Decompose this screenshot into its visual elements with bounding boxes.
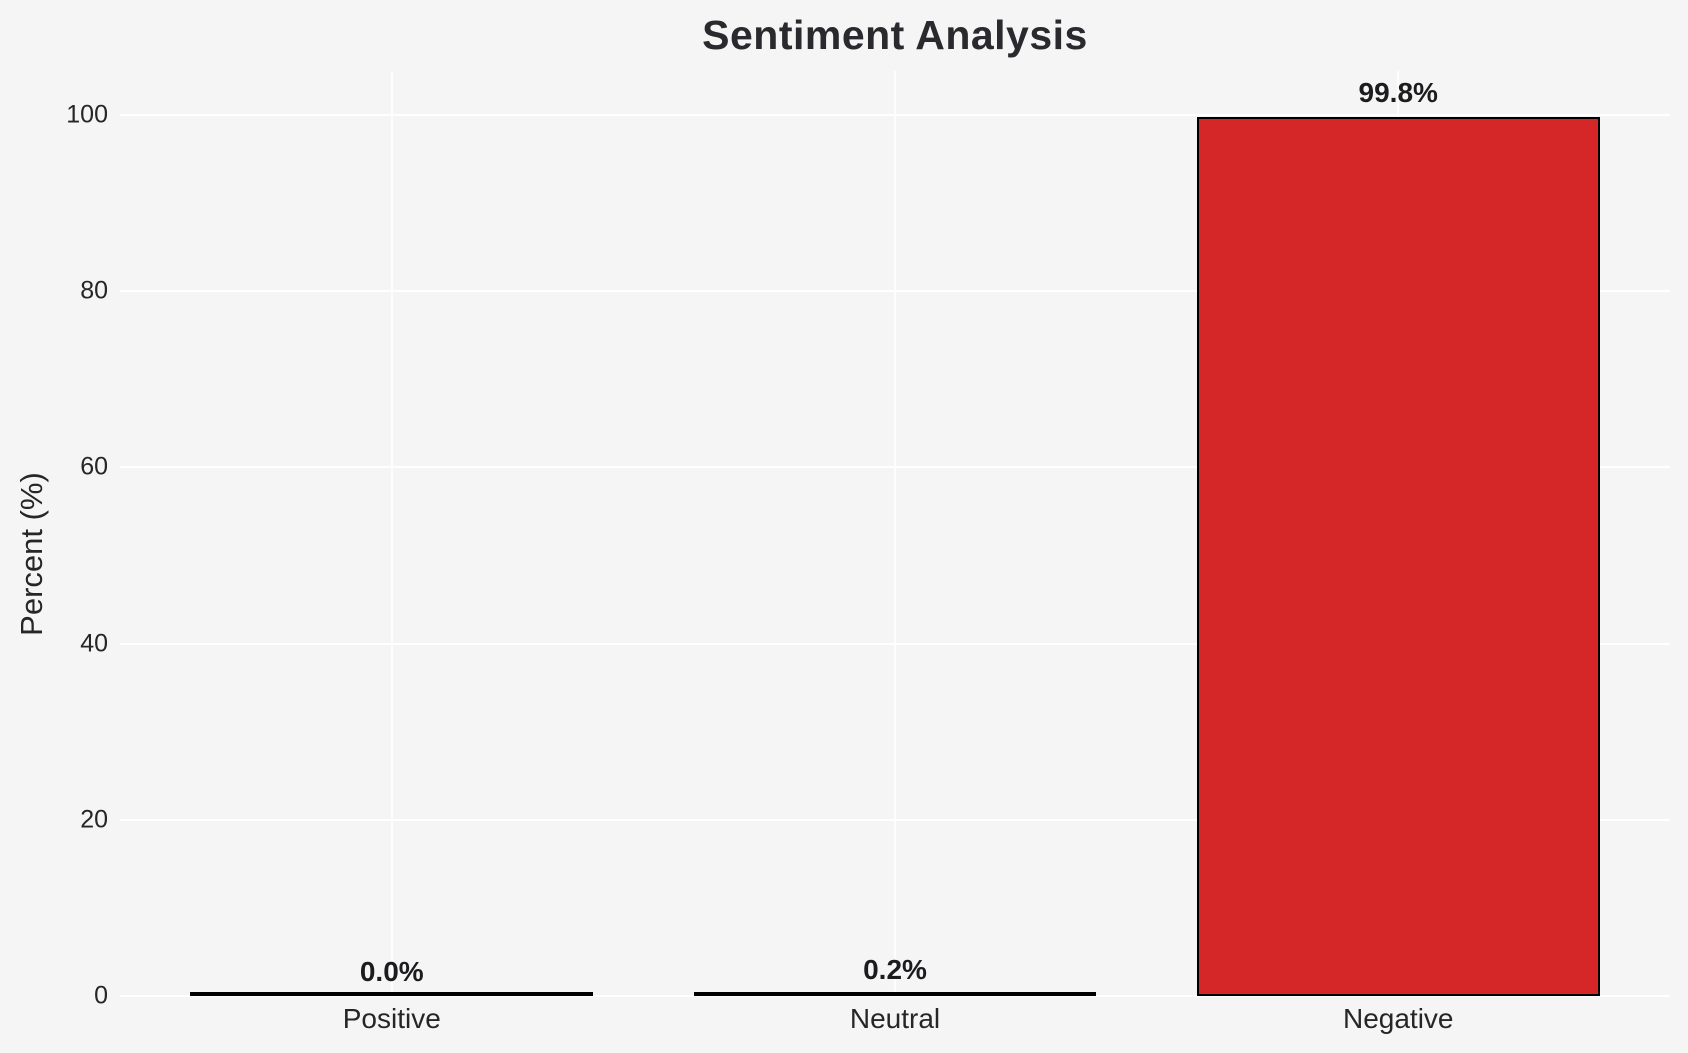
x-tick-label-negative: Negative	[1342, 1003, 1454, 1034]
y-tick-label: 80	[80, 276, 108, 305]
bar-neutral	[693, 992, 1097, 996]
v-gridline	[894, 71, 896, 996]
plot-area: 0.0% 0.2% 99.8%	[120, 71, 1670, 997]
chart-title: Sentiment Analysis	[702, 12, 1088, 58]
x-tick-label-positive: Positive	[342, 1003, 441, 1034]
bar-value-label: 99.8%	[1358, 77, 1438, 108]
y-tick-label: 0	[94, 981, 108, 1010]
bar-negative	[1196, 117, 1600, 996]
x-tick-label-neutral: Neutral	[849, 1003, 941, 1034]
h-gridline	[120, 995, 1670, 997]
y-axis-label: Percent (%)	[14, 472, 49, 636]
y-tick-label: 40	[80, 629, 108, 658]
y-tick-label: 100	[66, 100, 108, 129]
y-tick-label: 60	[80, 452, 108, 481]
v-gridline	[391, 71, 393, 996]
bar-value-label: 0.2%	[863, 954, 927, 985]
y-tick-label: 20	[80, 805, 108, 834]
bar-positive	[190, 992, 594, 996]
bar-value-label: 0.0%	[359, 956, 424, 987]
